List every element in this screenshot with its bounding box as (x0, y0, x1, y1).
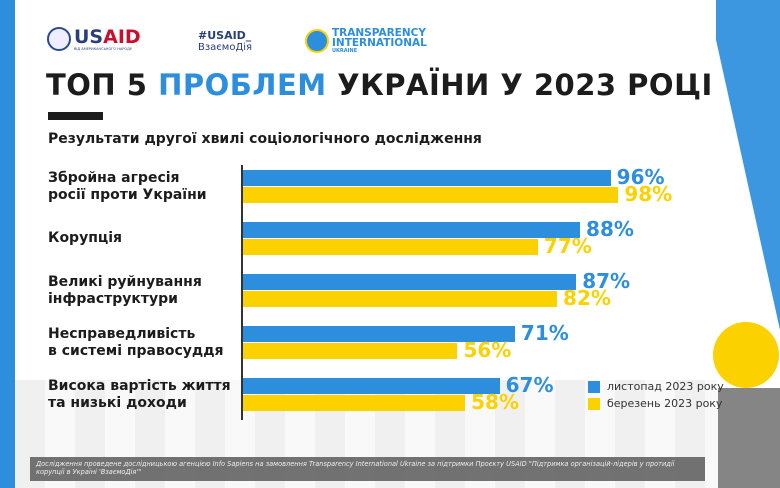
category-label: Несправедливість в системі правосуддя (48, 326, 224, 359)
bar-november (243, 378, 500, 394)
chart-axis (241, 165, 243, 420)
legend-swatch-november (588, 381, 600, 393)
ti-globe-icon (305, 29, 329, 53)
left-accent-strip (0, 0, 15, 488)
right-blue-shape (716, 0, 780, 330)
category-label: Збройна агресія росії проти України (48, 170, 207, 203)
vzaemodia-logo: #USAID_ ВзаємоДія (198, 29, 253, 53)
bar-march (243, 187, 619, 203)
data-label: 77% (543, 234, 592, 258)
gray-block (718, 388, 780, 488)
bar-march (243, 291, 558, 307)
category-label: Великі руйнування інфраструктури (48, 274, 202, 307)
legend-label-march: березень 2023 року (607, 397, 723, 410)
data-label: 96% (616, 165, 665, 189)
title-underline (48, 112, 103, 120)
data-label: 58% (471, 390, 519, 414)
usaid-seal-icon (47, 27, 71, 51)
ti-logo: TRANSPARENCY INTERNATIONAL UKRAINE (305, 28, 427, 54)
bar-march (243, 239, 538, 255)
bar-november (243, 274, 577, 290)
bar-november (243, 222, 581, 238)
category-label: Висока вартість життя та низькі доходи (48, 378, 231, 411)
data-label: 82% (563, 286, 611, 310)
category-label: Корупція (48, 230, 123, 246)
usaid-logo: USAID ВІД АМЕРИКАНСЬКОГО НАРОДУ (47, 27, 141, 51)
data-label: 88% (586, 217, 634, 241)
footnote: Дослідження проведене дослідницькою аген… (30, 457, 705, 481)
yellow-circle (713, 322, 779, 388)
data-label: 98% (624, 182, 673, 206)
bar-march (243, 395, 466, 411)
bar-november (243, 326, 515, 342)
data-label: 56% (463, 338, 512, 362)
subtitle: Результати другої хвилі соціологічного д… (48, 131, 482, 147)
bar-november (243, 170, 611, 186)
legend-swatch-march (588, 398, 600, 410)
legend-label-november: листопад 2023 року (607, 380, 724, 393)
data-label: 71% (520, 321, 569, 345)
bar-march (243, 343, 458, 359)
page-title: ТОП 5 ПРОБЛЕМ УКРАЇНИ У 2023 РОЦІ (46, 68, 713, 102)
data-label: 87% (582, 269, 631, 293)
usaid-text: USAID (74, 25, 141, 48)
data-label: 67% (505, 373, 554, 397)
